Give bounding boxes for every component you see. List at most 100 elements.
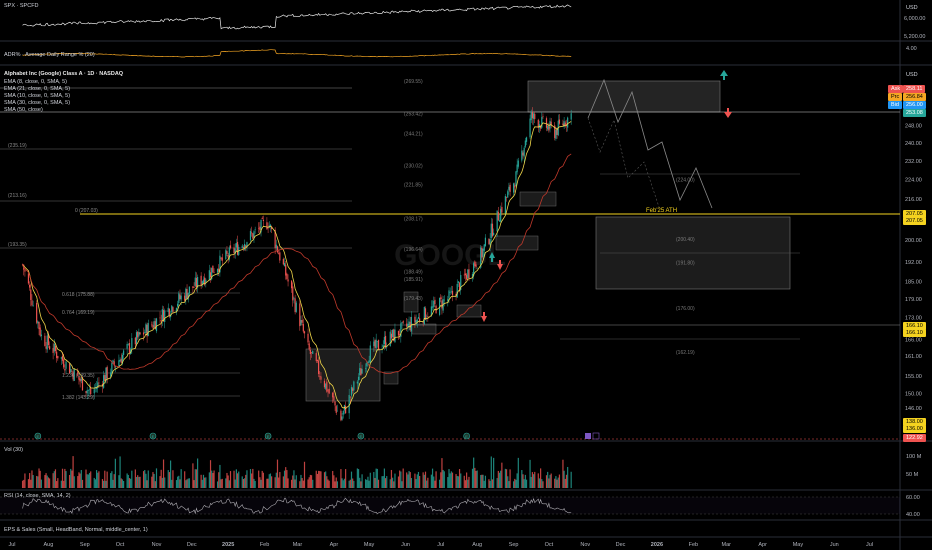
candle-body (235, 243, 237, 248)
volume-bar (52, 473, 54, 488)
volume-bar (501, 462, 503, 488)
candle-body (45, 346, 47, 349)
candle-body (218, 268, 220, 272)
volume-bar (496, 478, 498, 488)
volume-bar (554, 478, 556, 488)
volume-bar (409, 472, 411, 488)
volume-label[interactable]: Vol (30) (4, 447, 23, 453)
volume-bar (61, 468, 64, 488)
earnings-marker[interactable] (357, 432, 365, 440)
candle-body (419, 318, 421, 322)
candle-body (30, 289, 32, 300)
volume-bar (375, 468, 377, 488)
candle-body (489, 239, 491, 245)
candle-body (416, 319, 418, 323)
eps-label[interactable]: EPS & Sales (Small, HeadBand, Normal, mi… (4, 527, 148, 533)
earnings-marker[interactable] (34, 432, 42, 440)
indicator-ema8[interactable]: EMA (8, close, 0, SMA, 5) (4, 79, 67, 85)
volume-bar (285, 467, 287, 488)
candle-body (440, 297, 442, 300)
volume-bar (401, 481, 403, 488)
symbol-title[interactable]: Alphabet Inc (Google) Class A · 1D · NAS… (4, 71, 124, 77)
candle-body (369, 345, 371, 363)
indicator-sma30[interactable]: SMA (30, close, 0, SMA, 5) (4, 100, 71, 106)
volume-bar (21, 480, 24, 488)
volume-bar (86, 474, 88, 488)
spx-label[interactable]: SPX · SPCFD (4, 3, 39, 9)
candle-body (276, 246, 279, 253)
earnings-label: E (152, 434, 155, 439)
candle-body (114, 366, 116, 368)
candles (21, 107, 572, 422)
earnings-marker[interactable] (264, 432, 272, 440)
volume-bar (241, 476, 243, 488)
candle-body (407, 323, 409, 328)
candle-body (146, 324, 148, 337)
candle-body (259, 226, 261, 231)
candle-body (360, 368, 362, 376)
volume-bar (550, 473, 552, 488)
split-icon[interactable] (592, 432, 600, 440)
volume-bar (500, 470, 502, 488)
time-tick: Apr (758, 542, 767, 548)
candle-body (175, 308, 178, 313)
supply-zone[interactable] (527, 80, 721, 113)
candle-body (57, 355, 59, 359)
volume-bar (54, 469, 57, 488)
bid-value: 256.00 (903, 101, 926, 109)
volume-bar (201, 479, 203, 488)
time-tick: May (364, 542, 375, 548)
candle-body (389, 331, 391, 347)
indicator-sma10[interactable]: SMA (10, close, 0, SMA, 5) (4, 93, 71, 99)
volume-bar (160, 469, 162, 488)
candle-body (282, 258, 284, 265)
dividend-icon[interactable] (585, 433, 591, 439)
earnings-marker[interactable] (463, 432, 470, 440)
volume-bar (202, 474, 205, 488)
spx-line (22, 4, 572, 30)
earnings-marker[interactable] (149, 432, 157, 440)
candle-body (357, 376, 360, 381)
volume-bar (457, 476, 459, 488)
candle-body (434, 299, 436, 305)
time-tick: Aug (472, 542, 482, 548)
candle-body (467, 269, 469, 279)
volume-bar (326, 476, 328, 488)
earnings-label: E (465, 434, 468, 439)
volume-bar (236, 473, 239, 488)
volume-bar (447, 477, 449, 488)
candle-body (220, 257, 222, 259)
volume-bar (216, 481, 219, 488)
volume-bar (145, 473, 147, 488)
candle-body (308, 343, 310, 350)
base-zone[interactable] (305, 348, 381, 402)
time-tick: Sep (509, 542, 519, 548)
level-label: (191.80) (676, 260, 695, 266)
volume-bar (377, 479, 380, 488)
candle-body (295, 302, 297, 312)
arrow-up-icon (489, 252, 495, 262)
candle-body (460, 275, 462, 290)
candle-body (152, 325, 154, 328)
candle-body (64, 368, 66, 371)
candle-body (39, 327, 41, 336)
candle-body (402, 321, 404, 323)
rsi-label[interactable]: RSI (14, close, SMA, 14, 2) (4, 493, 71, 499)
candle-body (127, 343, 129, 345)
volume-bar (399, 470, 401, 488)
indicator-sma50[interactable]: SMA (50, close) (4, 107, 43, 113)
adr-label[interactable]: ADR% · Average Daily Range % (20) (4, 52, 95, 58)
level-labels: (269.55) (253.42) (244.21) (230.02) (221.85)… (404, 79, 695, 356)
indicator-ema21[interactable]: EMA (21, close, 0, SMA, 5) (4, 86, 71, 92)
volume-bar (443, 471, 445, 488)
candle-body (548, 126, 550, 131)
volume-bar (97, 472, 99, 488)
candle-body (48, 346, 51, 350)
candle-body (525, 137, 528, 142)
candle-body (367, 361, 369, 364)
volume-bar (564, 478, 566, 488)
candle-body (204, 277, 206, 285)
volume-bar (126, 473, 128, 488)
